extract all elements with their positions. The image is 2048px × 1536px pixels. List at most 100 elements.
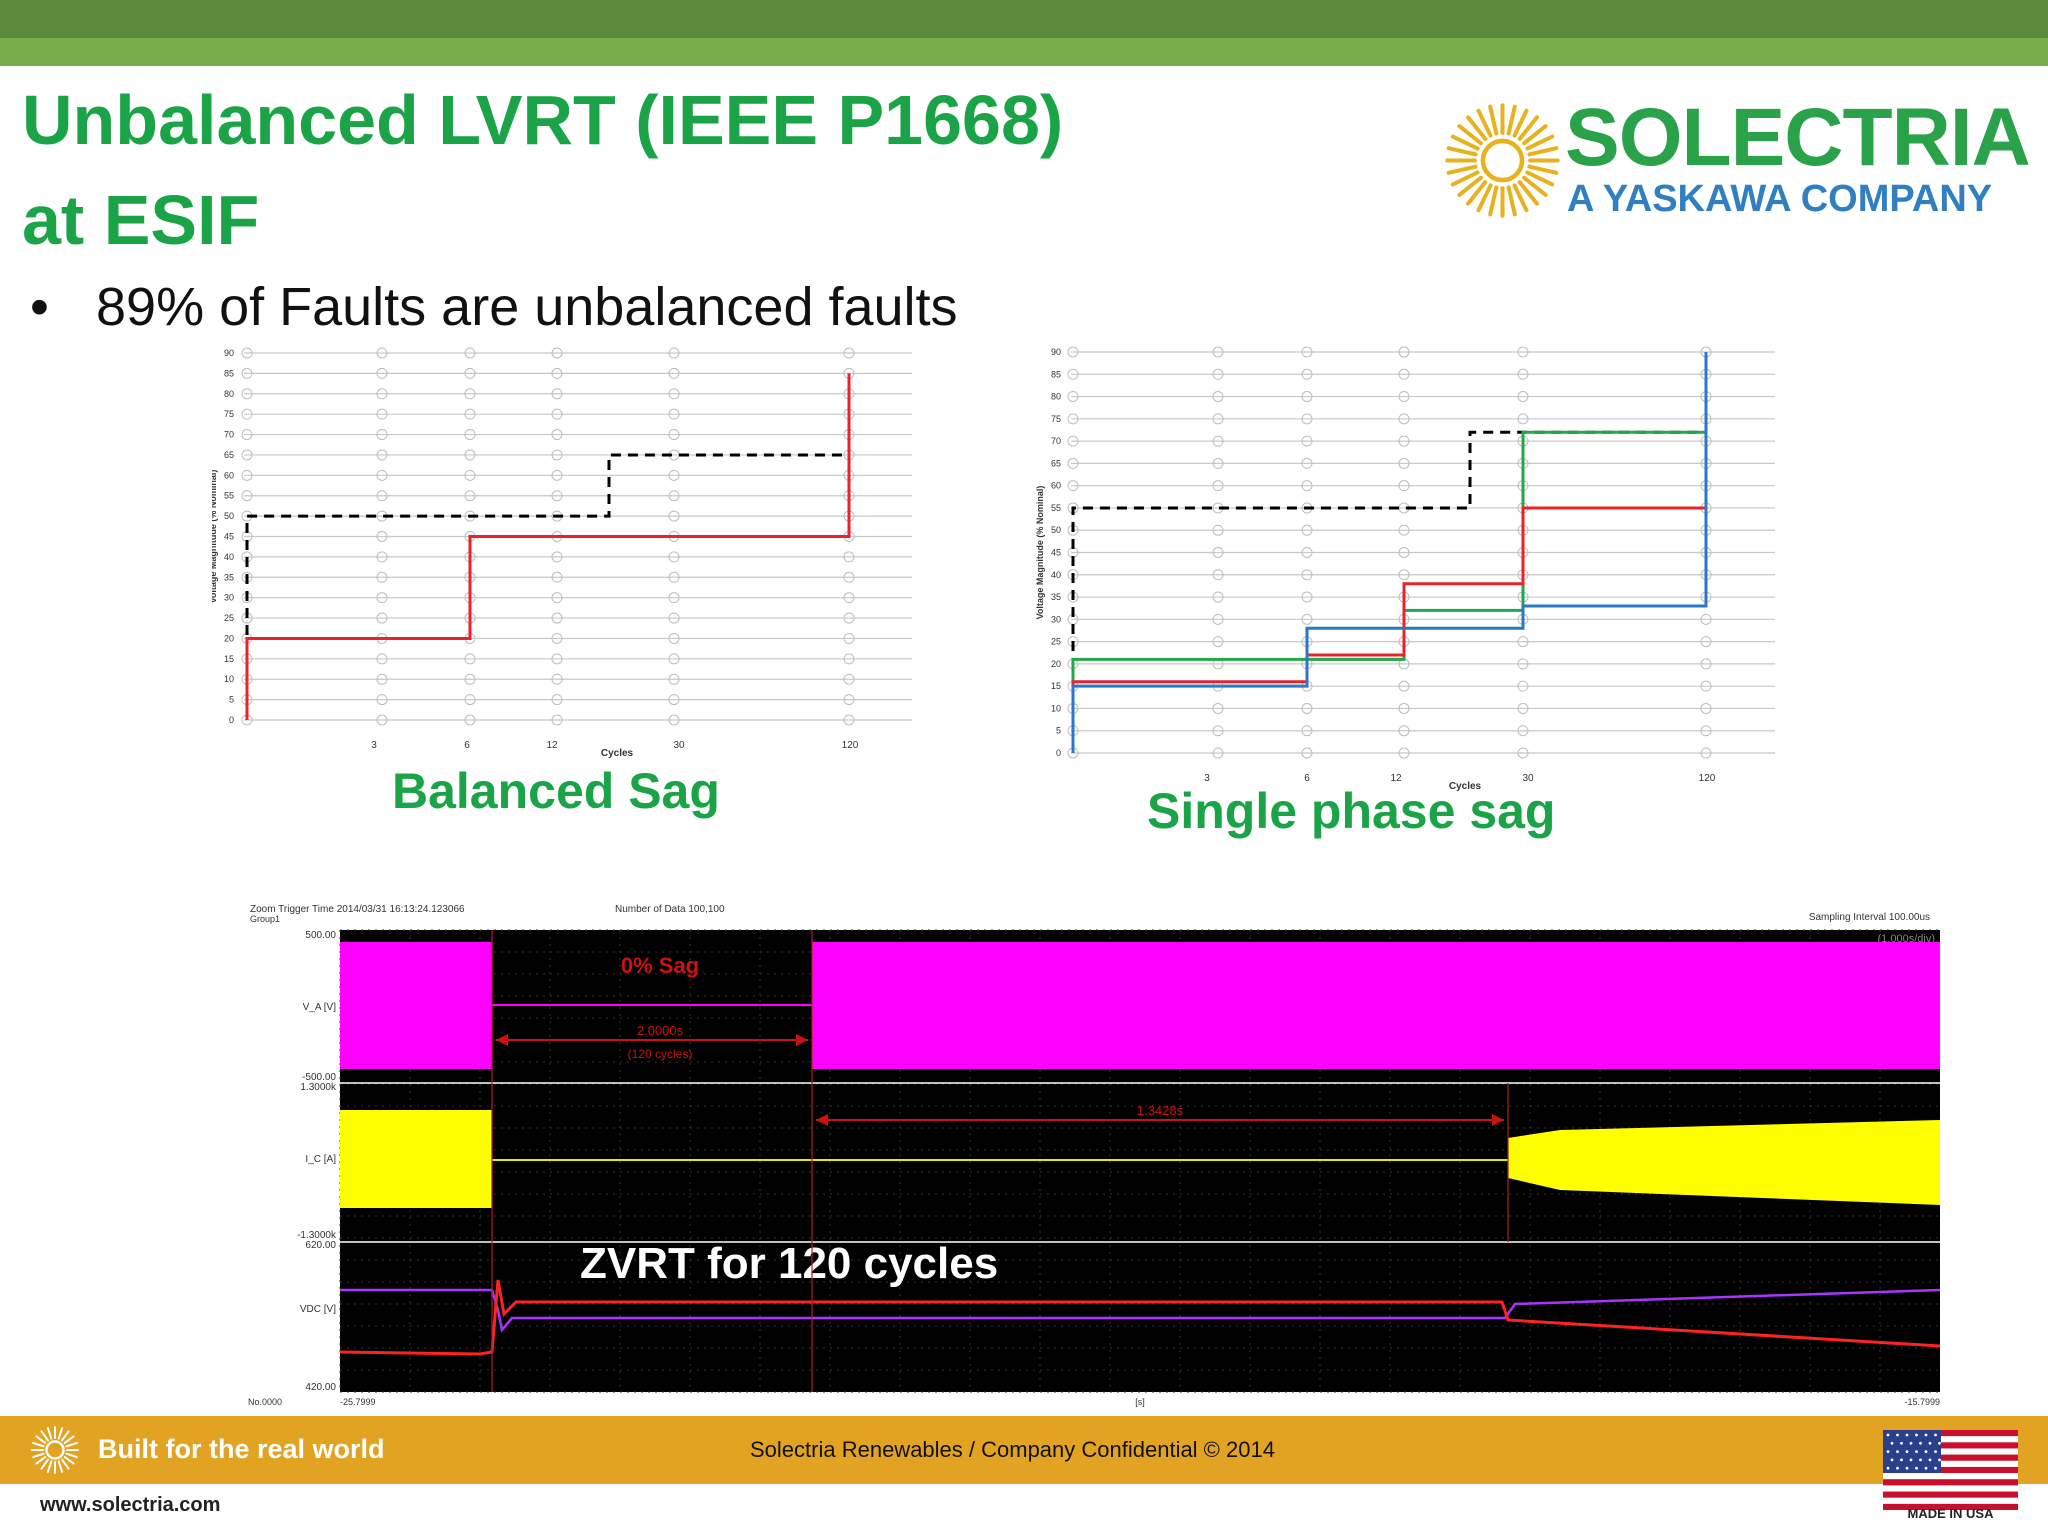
sun-ray bbox=[1457, 175, 1483, 197]
bullet-item: • 89% of Faults are unbalanced faults bbox=[30, 272, 958, 342]
grid-marker bbox=[551, 571, 563, 583]
sun-ray bbox=[35, 1456, 47, 1465]
grid-marker bbox=[843, 612, 855, 624]
sun-ray bbox=[65, 1441, 78, 1448]
grid-marker bbox=[1398, 524, 1410, 536]
grid-marker bbox=[1398, 747, 1410, 759]
oscilloscope-capture: Zoom Trigger Time 2014/03/31 16:13:24.12… bbox=[240, 900, 1945, 1410]
grid-marker bbox=[843, 347, 855, 359]
slide-title: Unbalanced LVRT (IEEE P1668) at ESIF bbox=[22, 70, 1222, 270]
flag-star bbox=[1919, 1458, 1922, 1462]
ch3-top-value: 620.00 bbox=[305, 1240, 336, 1251]
y-tick-label: 25 bbox=[1051, 637, 1061, 647]
grid-marker bbox=[1067, 480, 1079, 492]
sun-ray bbox=[1466, 115, 1488, 141]
flag-stripe bbox=[1883, 1479, 2018, 1486]
grid-marker bbox=[1067, 413, 1079, 425]
logo-subtitle: A YASKAWA COMPANY bbox=[1567, 178, 1993, 220]
sun-ray bbox=[1446, 164, 1478, 175]
grid-marker bbox=[376, 592, 388, 604]
y-tick-label: 90 bbox=[224, 348, 234, 358]
scope-trigger-time: Zoom Trigger Time 2014/03/31 16:13:24.12… bbox=[250, 904, 465, 915]
ch2-bottom-value: -1.3000k bbox=[297, 1230, 337, 1241]
grid-marker bbox=[1212, 346, 1224, 358]
slide-title-line2: at ESIF bbox=[22, 181, 260, 259]
flag-stripe bbox=[1883, 1491, 2018, 1498]
grid-marker bbox=[668, 408, 680, 420]
grid-marker bbox=[1212, 747, 1224, 759]
sun-ray bbox=[1476, 108, 1493, 138]
grid-marker bbox=[1067, 346, 1079, 358]
scope-group: Group1 bbox=[250, 914, 280, 924]
x-start-label: -25.7999 bbox=[340, 1397, 376, 1407]
flag-star bbox=[1924, 1466, 1928, 1470]
series-line bbox=[1071, 352, 1708, 753]
y-tick-label: 15 bbox=[224, 654, 234, 664]
grid-marker bbox=[551, 367, 563, 379]
grid-marker bbox=[668, 714, 680, 726]
grid-marker bbox=[668, 592, 680, 604]
ch2-top-value: 1.3000k bbox=[300, 1082, 337, 1093]
logo-brand: SOLECTRIA bbox=[1565, 92, 2031, 183]
y-tick-label: 0 bbox=[229, 715, 234, 725]
flag-star bbox=[1909, 1441, 1913, 1445]
grid-marker bbox=[1700, 747, 1712, 759]
grid-marker bbox=[1212, 435, 1224, 447]
flag-stripe bbox=[1883, 1485, 2018, 1492]
series-line-dashed bbox=[1071, 352, 1708, 753]
grid-marker bbox=[376, 429, 388, 441]
grid-marker bbox=[1212, 591, 1224, 603]
sun-ray bbox=[1457, 124, 1483, 146]
header-band-dark bbox=[0, 0, 2048, 38]
arrowhead bbox=[796, 1034, 808, 1046]
va-waveform-post bbox=[812, 942, 1940, 1069]
flag-star bbox=[1915, 1450, 1918, 1453]
flag-stripe bbox=[1883, 1497, 2018, 1505]
grid-marker bbox=[1067, 435, 1079, 447]
y-tick-label: 45 bbox=[224, 532, 234, 542]
flag-star bbox=[1905, 1450, 1909, 1453]
ch2-label: I_C [A] bbox=[305, 1154, 336, 1165]
grid-marker bbox=[1700, 636, 1712, 648]
grid-marker bbox=[1212, 725, 1224, 737]
flag-star bbox=[1900, 1441, 1903, 1445]
grid-marker bbox=[1301, 391, 1313, 403]
x-unit-label: [s] bbox=[1135, 1397, 1145, 1407]
flag-star bbox=[1896, 1433, 1899, 1437]
footer-tagline: Built for the real world bbox=[98, 1434, 385, 1464]
grid-marker bbox=[668, 551, 680, 563]
grid-marker bbox=[376, 714, 388, 726]
grid-marker bbox=[668, 429, 680, 441]
grid-marker bbox=[1301, 547, 1313, 558]
vdc-waveform-purple bbox=[340, 1288, 1941, 1333]
grid-marker bbox=[668, 510, 680, 522]
grid-marker bbox=[464, 449, 476, 461]
grid-marker bbox=[551, 592, 563, 604]
website-url: www.solectria.com bbox=[40, 1494, 221, 1516]
grid-marker bbox=[241, 490, 253, 502]
series-line bbox=[1071, 352, 1708, 753]
va-waveform-pre bbox=[340, 942, 492, 1069]
flag-star bbox=[1896, 1450, 1899, 1453]
y-tick-label: 20 bbox=[1051, 659, 1061, 669]
grid-marker bbox=[1212, 368, 1224, 380]
grid-marker bbox=[1398, 413, 1410, 425]
grid-marker bbox=[1212, 569, 1224, 581]
grid-marker bbox=[464, 408, 476, 420]
grid-marker bbox=[376, 388, 388, 400]
y-tick-label: 10 bbox=[224, 674, 234, 684]
x-tick-label: 3 bbox=[1204, 773, 1210, 784]
grid-marker bbox=[551, 347, 563, 359]
grid-marker bbox=[1517, 725, 1529, 737]
sun-ray bbox=[57, 1460, 64, 1473]
sun-ray bbox=[1450, 170, 1480, 187]
y-tick-label: 65 bbox=[1051, 458, 1061, 468]
grid-marker bbox=[1398, 457, 1410, 469]
y-tick-label: 40 bbox=[224, 552, 234, 562]
grid-marker bbox=[843, 632, 855, 644]
sun-ray bbox=[1512, 108, 1529, 138]
flag-star bbox=[1934, 1466, 1937, 1470]
grid-marker bbox=[376, 571, 388, 583]
flag-star bbox=[1928, 1441, 1932, 1445]
grid-marker bbox=[551, 551, 563, 563]
